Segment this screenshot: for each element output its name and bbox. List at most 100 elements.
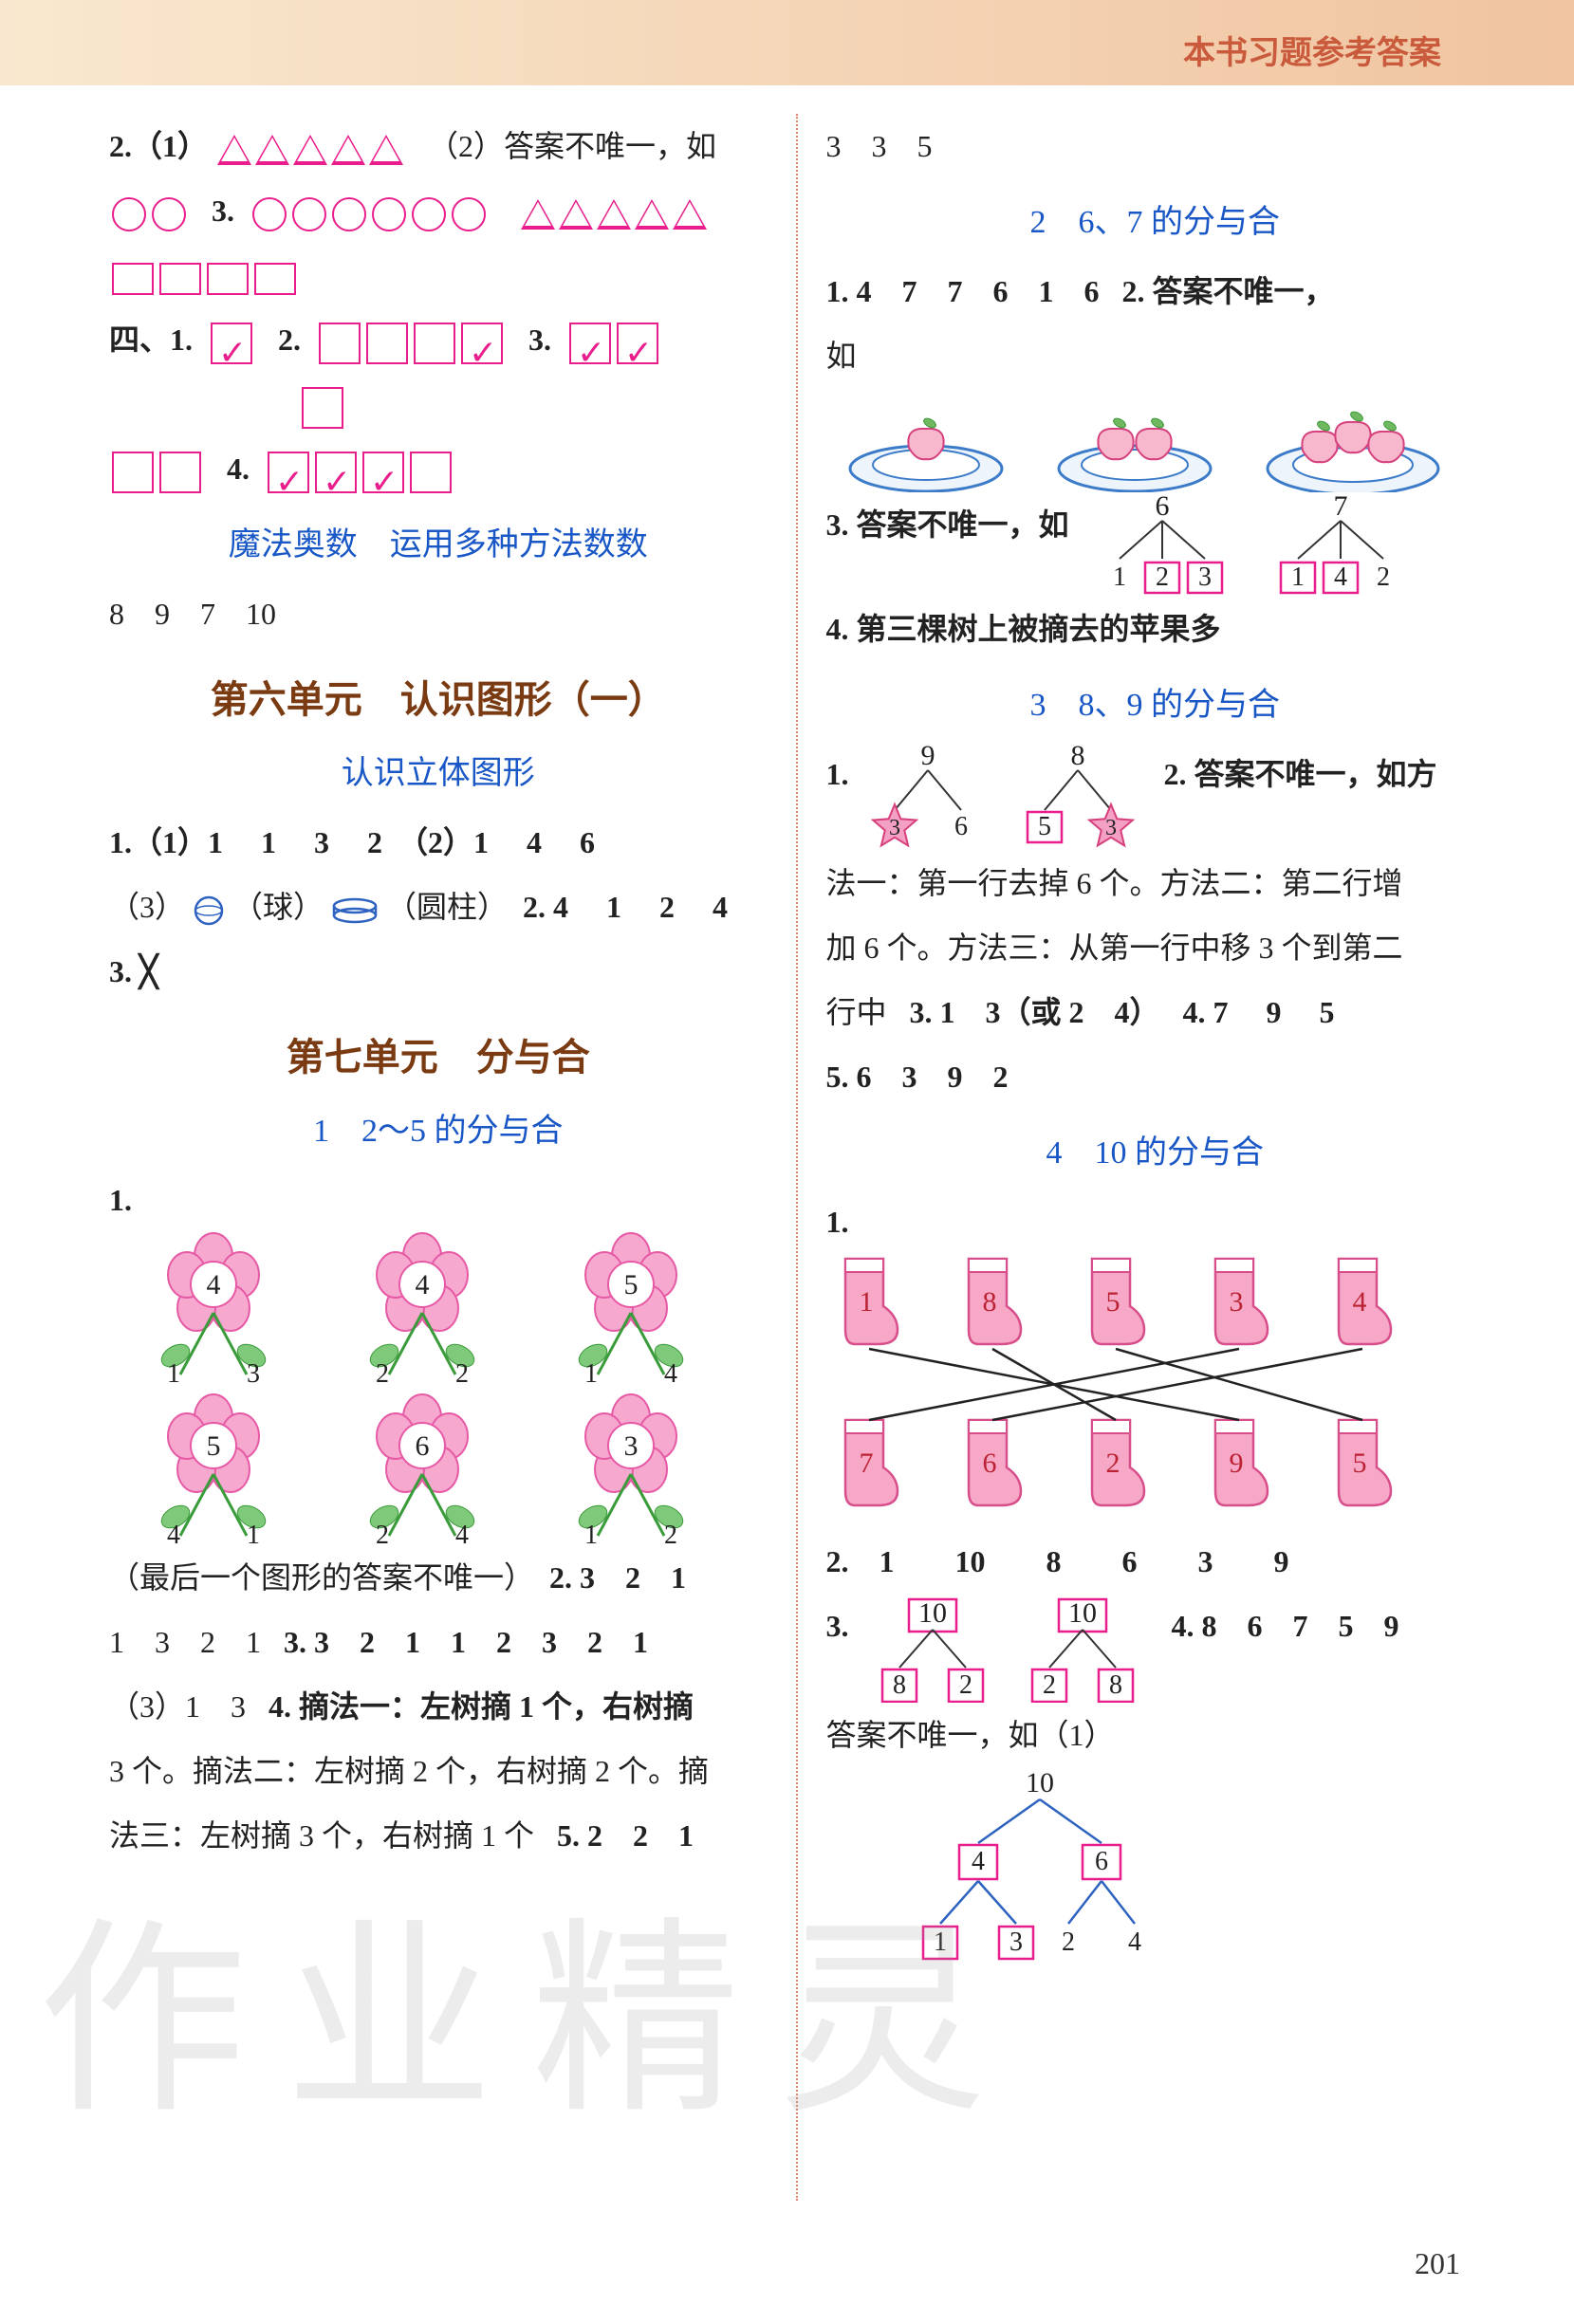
s2-q3: 3. 答案不唯一，如 6123 7142 [826, 492, 1485, 597]
svg-text:1: 1 [859, 1286, 873, 1318]
svg-text:1: 1 [247, 1521, 260, 1545]
svg-text:10: 10 [1068, 1597, 1097, 1629]
svg-text:4: 4 [207, 1269, 221, 1300]
s3-q1: 1. 936 853 2. 答案不唯一，如方 [826, 742, 1485, 851]
u7-q3b: （3）1 3 4. 摘法一：左树摘 1 个，右树摘 [109, 1674, 768, 1739]
u7-note: （最后一个图形的答案不唯一） 2. 3 2 1 [109, 1545, 768, 1610]
flowers-row2: 5 4 1 624 3 1 2 [109, 1393, 768, 1545]
cylinder-icon [331, 896, 379, 925]
circle-icon [372, 197, 406, 231]
s3-t3: 行中 3. 1 3（或 2 4） 4. 7 9 5 [826, 980, 1485, 1044]
svg-text:4: 4 [167, 1521, 180, 1545]
s2-q2b: 如 [826, 323, 1485, 388]
s3-q5: 5. 6 3 9 2 [826, 1044, 1485, 1109]
sphere-icon [193, 895, 225, 927]
svg-text:4: 4 [1334, 563, 1347, 592]
triangle-icon [559, 199, 593, 230]
svg-text:6: 6 [1155, 492, 1169, 522]
svg-text:6: 6 [954, 812, 968, 841]
box-icon [302, 387, 343, 429]
svg-text:4: 4 [1352, 1286, 1366, 1318]
rect-icon [254, 263, 296, 295]
svg-text:2: 2 [1377, 563, 1390, 592]
svg-text:7: 7 [1333, 492, 1347, 522]
checkbox-icon [315, 452, 357, 493]
svg-text:3: 3 [624, 1430, 639, 1462]
split-tree-star: 9 3 6 [857, 742, 999, 851]
big-split-tree: 10461324 [883, 1767, 1196, 1976]
checkbox-icon [461, 323, 503, 364]
svg-text:8: 8 [1070, 742, 1084, 771]
flower-diagram: 624 [346, 1393, 498, 1545]
page-number: 201 [1415, 2246, 1460, 2281]
svg-text:3: 3 [1009, 1927, 1023, 1957]
svg-text:8: 8 [893, 1670, 906, 1700]
s3-t1: 法一：第一行去掉 6 个。方法二：第二行增 [826, 851, 1485, 915]
svg-text:1: 1 [934, 1927, 947, 1957]
box-icon [319, 323, 361, 364]
s3-t2: 加 6 个。方法三：从第一行中移 3 个到第二 [826, 915, 1485, 980]
s4-q3: 3. 1082 1028 4. 8 6 7 5 9 [826, 1594, 1485, 1703]
box-icon [410, 452, 452, 493]
svg-text:3: 3 [889, 816, 900, 840]
circle-icon [332, 197, 366, 231]
checkbox-icon [617, 323, 658, 364]
checkbox-icon [569, 323, 611, 364]
svg-text:6: 6 [1095, 1847, 1108, 1876]
svg-text:1: 1 [167, 1359, 180, 1384]
u6-q3: 3. ╳ [109, 939, 768, 1004]
magic-title: 魔法奥数 运用多种方法数数 [109, 518, 768, 564]
unit6-sub: 认识立体图形 [109, 747, 768, 793]
s2-q4: 4. 第三棵树上被摘去的苹果多 [826, 597, 1485, 661]
unit7-title: 第七单元 分与合 [109, 1026, 768, 1081]
circle-icon [412, 197, 446, 231]
svg-text:1: 1 [1113, 563, 1126, 592]
checkbox-icon [362, 452, 404, 493]
svg-text:4: 4 [1128, 1927, 1141, 1957]
page: 本书习题参考答案 2.（1） （2）答案不唯一，如 3. 四、1. [0, 0, 1574, 2324]
flowers-row1: 413 422 514 [109, 1232, 768, 1384]
l-sec4-4: 4. [109, 436, 768, 501]
flower-diagram: 3 1 2 [555, 1393, 707, 1545]
svg-text:3: 3 [1229, 1286, 1243, 1318]
flower-diagram: 5 4 1 [138, 1393, 289, 1545]
svg-text:2: 2 [664, 1521, 677, 1545]
svg-text:5: 5 [624, 1269, 639, 1300]
svg-text:9: 9 [920, 742, 935, 771]
peach-plate-icon [1045, 388, 1225, 492]
svg-text:6: 6 [982, 1448, 996, 1479]
svg-text:2: 2 [1156, 563, 1169, 592]
checkbox-icon [268, 452, 309, 493]
split-tree: 6123 [1077, 492, 1248, 597]
triangle-icon [217, 135, 251, 165]
svg-text:1: 1 [584, 1521, 598, 1545]
svg-text:2: 2 [959, 1670, 972, 1700]
s4-q5: 答案不唯一，如（1） 10461324 [826, 1703, 1485, 1976]
u7-q3: 1 3 2 1 3. 3 2 1 1 2 3 2 1 [109, 1610, 768, 1674]
s4-q2: 2. 1 10 8 6 3 9 [826, 1529, 1485, 1594]
triangle-icon [331, 135, 365, 165]
flower-diagram: 413 [138, 1232, 289, 1384]
triangle-icon [597, 199, 631, 230]
rect-icon [112, 263, 154, 295]
split-tree-star: 853 [1007, 742, 1149, 851]
svg-text:2: 2 [1043, 1670, 1056, 1700]
svg-text:4: 4 [664, 1359, 677, 1384]
svg-text:1: 1 [1291, 563, 1305, 592]
svg-text:10: 10 [918, 1597, 947, 1629]
svg-text:6: 6 [416, 1430, 430, 1462]
triangle-icon [293, 135, 327, 165]
box-icon [159, 452, 201, 493]
rect-icon [159, 263, 201, 295]
l-sec4-1: 四、1. 2. 3. [109, 307, 768, 372]
s4-q1: 1. [826, 1190, 1485, 1254]
right-column: 3 3 5 2 6、7 的分与合 1. 4 7 7 6 1 6 2. 答案不唯一… [798, 114, 1485, 2201]
svg-text:2: 2 [1062, 1927, 1075, 1957]
l-q2b: 3. [109, 178, 768, 243]
flower-diagram: 422 [346, 1232, 498, 1384]
u7-q4c: 法三：左树摘 3 个，右树摘 1 个 5. 2 2 1 [109, 1803, 768, 1868]
u6-q1-3: （3） （球） （圆柱） 2. 4 1 2 4 [109, 875, 768, 939]
svg-text:5: 5 [207, 1430, 221, 1462]
s2-q1: 1. 4 7 7 6 1 6 2. 答案不唯一， [826, 259, 1485, 323]
svg-text:2: 2 [376, 1359, 389, 1384]
